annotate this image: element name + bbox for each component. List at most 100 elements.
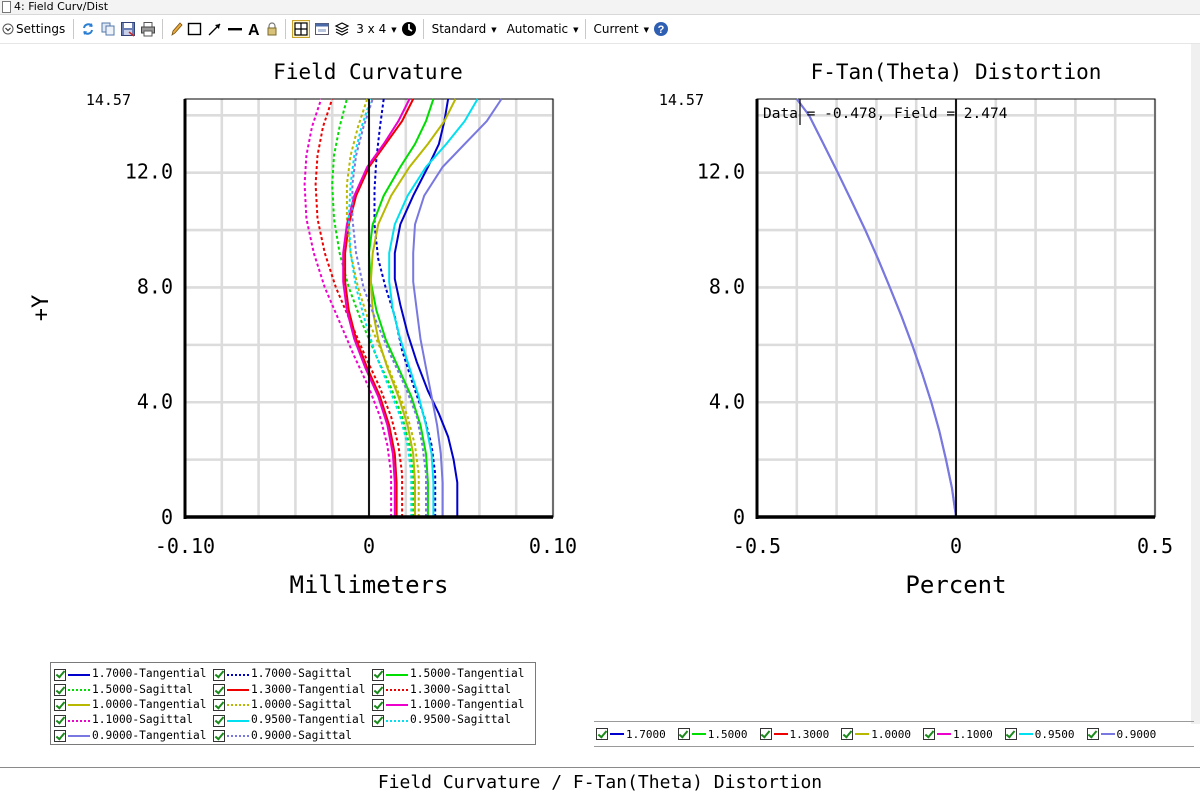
text-tool-button[interactable]: A <box>245 18 263 40</box>
legend-label: 0.9500 <box>1034 727 1075 741</box>
legend-item[interactable]: 1.0000-Tangential <box>54 698 213 713</box>
pencil-tool-button[interactable] <box>167 18 185 40</box>
settings-button[interactable]: Settings <box>0 18 69 40</box>
line-icon <box>228 28 243 31</box>
legend-checkbox[interactable] <box>213 699 225 712</box>
legend-item[interactable]: 1.3000 <box>759 727 830 741</box>
legend-checkbox[interactable] <box>841 728 854 740</box>
automatic-dropdown[interactable]: Automatic ▼ <box>503 18 581 40</box>
legend-swatch <box>68 689 90 692</box>
distortion-curve-0.9000 <box>795 98 958 518</box>
legend-item[interactable]: 1.5000-Sagittal <box>54 682 213 697</box>
legend-item[interactable]: 1.5000-Tangential <box>372 667 532 682</box>
legend-item[interactable]: 1.0000-Sagittal <box>213 698 372 713</box>
legend-label: 1.3000 <box>789 727 830 741</box>
legend-checkbox[interactable] <box>213 684 225 697</box>
chevron-down-icon: ▼ <box>491 26 497 34</box>
legend-checkbox[interactable] <box>1086 728 1099 740</box>
legend-checkbox[interactable] <box>372 684 384 697</box>
help-button[interactable]: ? <box>651 18 671 40</box>
legend-item[interactable]: 0.9000-Sagittal <box>213 729 372 744</box>
legend-item[interactable]: 0.9500-Tangential <box>213 713 372 728</box>
legend-checkbox[interactable] <box>1004 728 1017 740</box>
layers-button[interactable] <box>332 18 352 40</box>
clock-icon <box>401 22 416 36</box>
legend-item[interactable]: 1.3000-Sagittal <box>372 682 532 697</box>
legend-checkbox[interactable] <box>54 730 66 743</box>
layout-grid-button[interactable] <box>290 18 312 40</box>
legend-label: 1.3000-Tangential <box>251 682 366 696</box>
y-tick-label: 12.0 <box>697 160 745 184</box>
curve-0.9000-tangential <box>412 98 503 517</box>
svg-text:?: ? <box>658 24 665 36</box>
window-button[interactable] <box>312 18 332 40</box>
legend-item[interactable]: 1.1000 <box>923 728 993 741</box>
arrow-tool-button[interactable] <box>205 18 225 40</box>
refresh-button[interactable] <box>78 18 98 40</box>
line-tool-button[interactable] <box>225 18 245 40</box>
legend-item[interactable]: 1.7000-Sagittal <box>213 667 372 682</box>
toolbar-separator <box>422 19 424 39</box>
help-icon: ? <box>654 22 668 36</box>
legend-label: 1.7000-Sagittal <box>251 667 353 681</box>
vertical-scrollbar[interactable] <box>1191 44 1200 724</box>
layers-icon <box>334 22 350 36</box>
distortion-x-axis-label: Percent <box>905 571 1006 599</box>
legend-item[interactable]: 0.9500 <box>1004 727 1075 741</box>
curve-1.7000-sagittal <box>373 98 437 517</box>
legend-label: 0.9000 <box>1116 727 1157 741</box>
legend-item[interactable]: 1.1000-Sagittal <box>54 713 213 728</box>
copy-button[interactable] <box>98 18 118 40</box>
standard-dropdown[interactable]: Standard ▼ <box>428 18 499 40</box>
legend-item[interactable]: 0.9500-Sagittal <box>372 713 532 728</box>
legend-checkbox[interactable] <box>54 714 66 727</box>
rectangle-icon <box>188 22 202 36</box>
legend-item[interactable]: 1.3000-Tangential <box>213 682 372 697</box>
legend-checkbox[interactable] <box>54 668 66 681</box>
toolbar-separator <box>285 19 287 39</box>
legend-swatch <box>386 719 408 722</box>
legend-item[interactable]: 1.7000-Tangential <box>54 667 213 682</box>
legend-swatch <box>227 719 249 722</box>
legend-checkbox[interactable] <box>54 699 66 712</box>
legend-checkbox[interactable] <box>213 714 225 727</box>
legend-item[interactable]: 0.9000 <box>1086 727 1157 741</box>
lock-button[interactable] <box>263 18 281 40</box>
save-button[interactable] <box>118 18 138 40</box>
rectangle-tool-button[interactable] <box>185 18 205 40</box>
settings-chevron-icon <box>2 23 14 35</box>
legend-checkbox[interactable] <box>759 728 772 740</box>
legend-swatch <box>610 733 624 735</box>
curve-1.5000-sagittal <box>331 98 415 517</box>
curve-1.0000-sagittal <box>345 98 420 517</box>
legend-label: 1.5000-Tangential <box>410 667 525 681</box>
legend-swatch <box>855 733 870 735</box>
legend-item[interactable]: 1.1000-Tangential <box>372 698 532 713</box>
print-button[interactable] <box>138 18 158 40</box>
pencil-icon <box>171 22 183 36</box>
legend-item[interactable]: 1.5000 <box>677 728 748 741</box>
field-curvature-curves <box>303 98 503 517</box>
legend-swatch <box>227 704 249 707</box>
legend-checkbox[interactable] <box>923 728 935 740</box>
layout-dropdown[interactable]: 3 x 4 ▼ <box>352 18 398 40</box>
legend-checkbox[interactable] <box>213 668 225 681</box>
legend-checkbox[interactable] <box>372 714 384 727</box>
x-tick-label: 0 <box>363 534 375 558</box>
legend-checkbox[interactable] <box>372 668 384 681</box>
plot-area: Field Curvature Millimeters +Y 14.57 -0.… <box>29 60 1173 599</box>
legend-checkbox[interactable] <box>213 730 225 743</box>
current-dropdown[interactable]: Current ▼ <box>590 18 651 40</box>
legend-checkbox[interactable] <box>596 728 608 740</box>
legend-item[interactable]: 0.9000-Tangential <box>54 729 213 744</box>
distortion-cursor-readout: Data = -0.478, Field = 2.474 <box>763 106 1008 122</box>
legend-checkbox[interactable] <box>677 728 690 740</box>
x-tick-label: 0 <box>950 534 962 558</box>
legend-checkbox[interactable] <box>54 684 66 697</box>
legend-checkbox[interactable] <box>372 699 384 712</box>
refresh-icon <box>83 23 94 35</box>
stop-update-button[interactable] <box>399 18 419 40</box>
chevron-down-icon: ▼ <box>643 26 649 34</box>
legend-item[interactable]: 1.7000 <box>596 728 666 741</box>
legend-item[interactable]: 1.0000 <box>841 728 911 741</box>
